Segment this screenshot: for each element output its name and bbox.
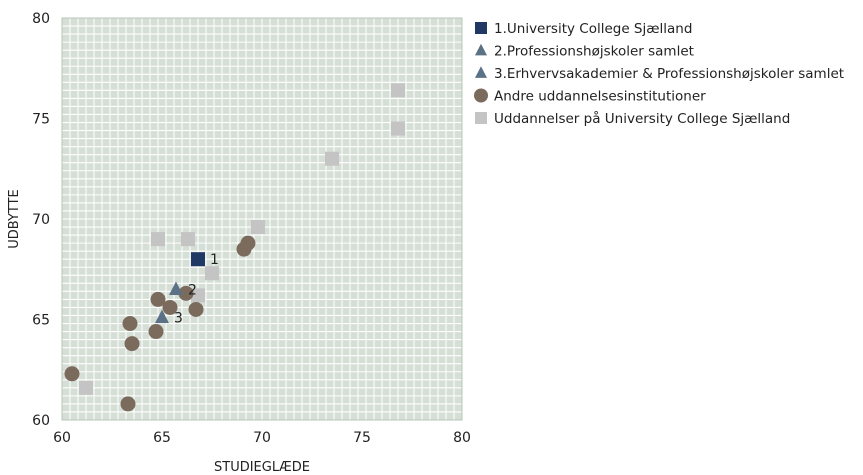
data-point	[240, 235, 256, 251]
legend-entry: 2.Professionshøjskoler samlet	[494, 44, 694, 60]
point-label: 3	[174, 310, 183, 326]
data-point	[178, 285, 194, 301]
point-label: 1	[210, 252, 219, 268]
x-tick-label: 75	[353, 430, 371, 446]
data-point	[325, 151, 339, 166]
x-tick-label: 80	[453, 430, 471, 446]
data-point	[79, 380, 93, 395]
data-point	[155, 309, 169, 324]
legend-marker	[475, 22, 487, 34]
plot-border	[61, 17, 463, 421]
x-tick-label: 60	[53, 430, 71, 446]
y-axis-ticks: 60 65 70 75 80	[32, 11, 50, 429]
data-point	[191, 252, 205, 267]
data-point	[151, 232, 165, 247]
data-points	[64, 83, 405, 412]
data-point	[391, 83, 405, 98]
data-point	[64, 366, 80, 382]
data-point	[188, 301, 204, 317]
data-point	[162, 299, 178, 315]
data-point	[122, 316, 138, 332]
y-tick-label: 65	[32, 313, 50, 329]
x-tick-label: 65	[153, 430, 171, 446]
data-point	[391, 121, 405, 136]
legend-entry: 3.Erhvervsakademier & Professionshøjskol…	[494, 66, 844, 82]
y-axis-label: UDBYTTE	[7, 189, 22, 249]
data-point	[169, 281, 183, 296]
legend-marker	[474, 88, 488, 103]
data-point	[205, 266, 219, 281]
y-tick-label: 70	[32, 212, 50, 228]
data-point	[251, 220, 265, 235]
legend-marker	[475, 66, 487, 78]
data-point	[181, 232, 195, 247]
point-labels: 321	[174, 252, 219, 326]
legend-entry: Andre uddannelsesinstitutioner	[494, 89, 706, 105]
legend-entry: Uddannelser på University College Sjælla…	[494, 110, 790, 127]
y-tick-label: 75	[32, 112, 50, 128]
legend-entry: 1.University College Sjælland	[494, 21, 692, 37]
legend: 1.University College Sjælland 2.Professio…	[474, 21, 844, 127]
x-tick-label: 70	[253, 430, 271, 446]
data-point	[191, 288, 205, 303]
data-point	[124, 336, 140, 352]
data-point	[148, 324, 164, 340]
legend-marker	[475, 112, 487, 124]
y-tick-label: 80	[32, 11, 50, 27]
x-axis-ticks: 60 65 70 75 80	[53, 430, 471, 446]
legend-marker	[475, 43, 487, 56]
data-point	[120, 396, 136, 412]
plot-frame	[61, 17, 463, 421]
x-axis-label: STUDIEGLÆDE	[214, 460, 310, 475]
point-label: 2	[188, 282, 197, 298]
y-tick-label: 60	[32, 413, 50, 429]
data-point	[150, 291, 166, 307]
